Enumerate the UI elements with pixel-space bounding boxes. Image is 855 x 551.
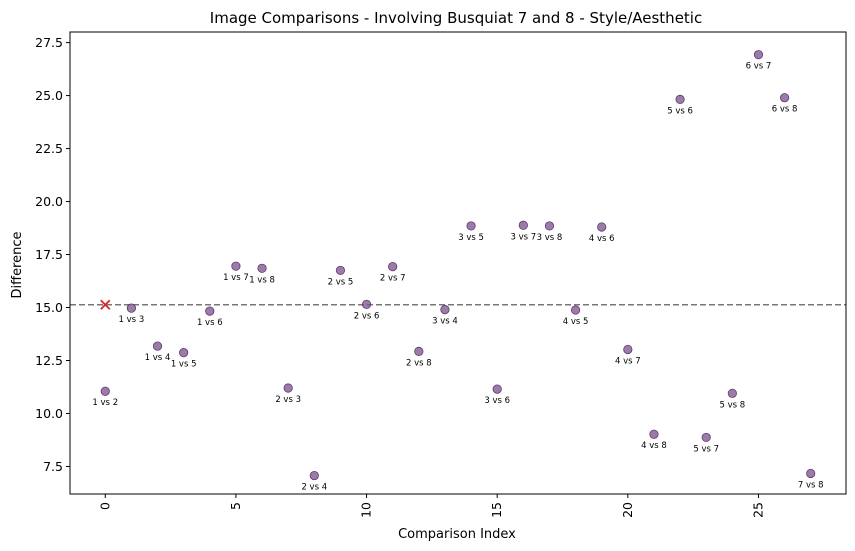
x-tick-label: 10: [359, 502, 374, 518]
data-point: [727, 388, 737, 398]
plot-frame: [69, 31, 847, 495]
y-tick-label: 7.5: [43, 459, 63, 474]
point-label: 7 vs 8: [798, 480, 824, 490]
point-label: 3 vs 6: [484, 396, 510, 406]
data-point: [806, 468, 816, 479]
point-label: 4 vs 5: [563, 317, 589, 327]
data-point: [361, 299, 372, 309]
data-point: [100, 386, 110, 396]
point-label: 3 vs 4: [432, 317, 458, 327]
x-axis: 0 5 10 15 20 25: [97, 494, 765, 518]
point-label: 1 vs 3: [119, 315, 145, 325]
point-label: 6 vs 7: [746, 62, 772, 72]
data-point: [231, 261, 241, 271]
point-label: 2 vs 7: [380, 274, 406, 284]
x-tick-label: 15: [489, 502, 504, 518]
point-label: 1 vs 5: [171, 360, 197, 370]
data-point: [126, 303, 137, 313]
data-point: [570, 305, 581, 315]
point-label: 1 vs 7: [223, 273, 249, 283]
point-label: 2 vs 8: [406, 358, 432, 368]
point-label: 1 vs 2: [92, 398, 118, 408]
data-point: [675, 94, 685, 104]
data-point: [701, 432, 711, 443]
data-point: [779, 93, 790, 103]
data-point: [283, 383, 293, 393]
data-point: [205, 306, 215, 316]
point-label: 5 vs 6: [667, 106, 693, 116]
y-tick-label: 17.5: [35, 247, 63, 262]
data-point: [388, 262, 398, 272]
data-point: [440, 305, 450, 315]
point-label: 2 vs 6: [354, 311, 380, 321]
data-point: [257, 263, 267, 273]
point-label: 1 vs 6: [197, 318, 223, 328]
point-label: 1 vs 4: [145, 353, 171, 363]
y-tick-label: 27.5: [35, 35, 63, 50]
highlight-marker: [100, 299, 111, 310]
y-axis-label: Difference: [10, 231, 25, 298]
point-label: 3 vs 7: [510, 232, 536, 242]
point-label: 2 vs 4: [301, 483, 327, 493]
data-point: [309, 470, 319, 481]
data-point: [335, 265, 346, 276]
data-point: [518, 220, 528, 230]
y-tick-label: 20.0: [35, 194, 63, 209]
x-tick-label: 5: [228, 502, 243, 510]
highlight-stroke: [100, 299, 111, 310]
y-tick-label: 10.0: [35, 406, 63, 421]
point-label: 4 vs 6: [589, 234, 615, 244]
point-label: 3 vs 5: [458, 233, 484, 243]
point-label: 2 vs 3: [275, 395, 301, 405]
x-tick-label: 0: [97, 502, 112, 510]
point-label: 5 vs 7: [693, 444, 719, 454]
y-tick-label: 12.5: [35, 353, 63, 368]
data-point: [597, 222, 607, 232]
chart-title: Image Comparisons - Involving Busquiat 7…: [210, 9, 702, 27]
point-label: 5 vs 8: [719, 400, 745, 410]
data-point: [753, 50, 764, 60]
y-tick-label: 25.0: [35, 88, 63, 103]
data-point: [179, 348, 189, 358]
point-label: 1 vs 8: [249, 275, 275, 285]
point-label: 2 vs 5: [328, 277, 354, 287]
data-point: [492, 384, 502, 394]
point-label: 6 vs 8: [772, 105, 798, 115]
point-label: 4 vs 7: [615, 356, 641, 366]
x-tick-label: 25: [750, 502, 765, 518]
y-axis: 7.5 10.0 12.5 15.0 17.5 20.0 22.5 25.0 27.5: [35, 35, 70, 474]
data-point: [544, 221, 555, 231]
data-point: [649, 429, 659, 439]
point-label: 3 vs 8: [537, 233, 563, 243]
y-tick-label: 15.0: [35, 300, 63, 315]
x-tick-label: 20: [620, 502, 635, 518]
data-point: [414, 346, 424, 356]
data-point: [466, 221, 476, 231]
y-tick-label: 22.5: [35, 141, 63, 156]
data-point: [623, 344, 633, 355]
x-axis-label: Comparison Index: [398, 527, 516, 542]
data-point: [152, 341, 163, 351]
point-label: 4 vs 8: [641, 441, 667, 451]
